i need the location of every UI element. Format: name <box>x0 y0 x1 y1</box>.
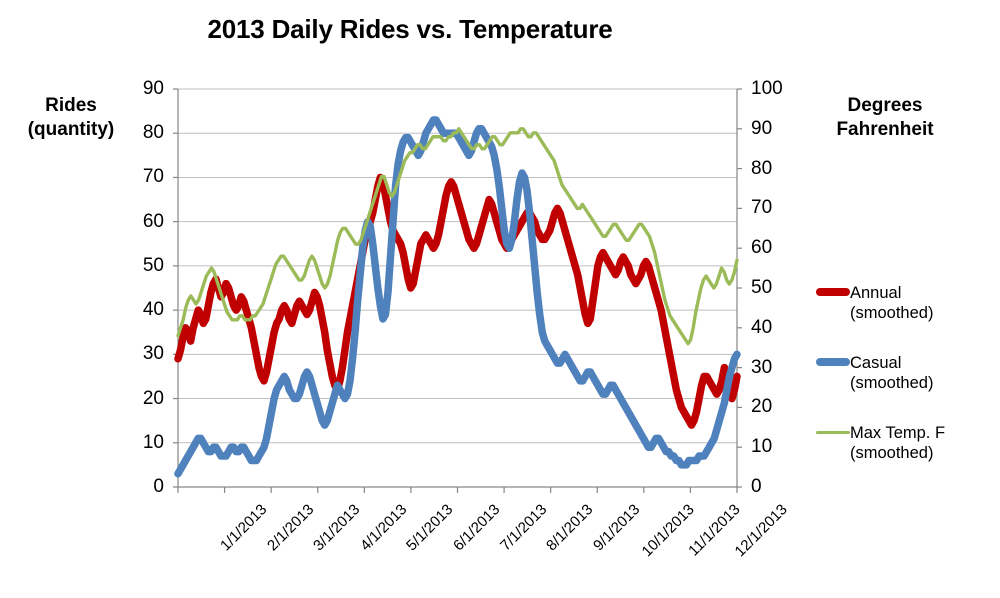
left-axis-tick-label: 90 <box>142 78 164 99</box>
left-axis-title: Rides (quantity) <box>6 94 136 142</box>
legend-item-2[interactable]: Casual (smoothed) <box>850 353 933 393</box>
right-axis-tick-label: 30 <box>751 356 773 378</box>
right-axis-tick-label: 40 <box>751 316 773 338</box>
left-axis-tick-label: 80 <box>142 122 164 144</box>
legend-swatch-1 <box>816 288 850 296</box>
left-axis-tick-label: 50 <box>142 254 164 276</box>
right-axis-tick-label: 60 <box>751 237 773 259</box>
legend-swatch-3 <box>816 430 850 434</box>
right-axis-title-line1: Degrees <box>847 95 923 116</box>
left-axis-title-line2: (quantity) <box>27 118 115 140</box>
right-axis-tick-label: 10 <box>751 436 773 458</box>
left-axis-tick-label: 20 <box>142 387 164 409</box>
left-axis-tick-label: 70 <box>142 166 164 188</box>
left-axis-tick-label: 10 <box>142 431 164 453</box>
left-axis-tick-label: 60 <box>142 210 164 232</box>
right-axis-tick-label: 0 <box>751 476 762 497</box>
legend-label-line2: (smoothed) <box>850 374 934 393</box>
left-axis-tick-label: 0 <box>153 476 164 497</box>
legend-item-1[interactable]: Annual (smoothed) <box>850 283 933 323</box>
legend-label-line2: (smoothed) <box>850 444 934 463</box>
series-line-2 <box>174 116 741 478</box>
left-axis-tick-label: 30 <box>142 343 164 365</box>
legend-swatch-2 <box>816 358 850 366</box>
right-axis-title: Degrees Fahrenheit <box>800 94 970 142</box>
right-axis-tick-label: 100 <box>751 78 783 99</box>
legend-item-3[interactable]: Max Temp. F (smoothed) <box>850 423 945 463</box>
chart-title: 2013 Daily Rides vs. Temperature <box>207 14 613 44</box>
right-axis-tick-label: 90 <box>751 117 773 139</box>
right-axis-title-line2: Fahrenheit <box>836 118 934 140</box>
right-axis-tick-label: 50 <box>751 277 773 298</box>
legend-label-line1: Annual <box>850 284 902 302</box>
series-line-1 <box>174 173 741 429</box>
left-axis-title-line1: Rides <box>45 95 97 116</box>
legend-label-line1: Max Temp. F <box>850 424 946 442</box>
legend-label-line2: (smoothed) <box>850 304 934 323</box>
left-axis-tick-label: 40 <box>142 299 164 321</box>
right-axis-tick-label: 70 <box>751 197 773 219</box>
series-line-3 <box>176 127 739 346</box>
right-axis-tick-label: 20 <box>751 396 773 418</box>
legend-label-line1: Casual <box>850 354 902 372</box>
right-axis-tick-label: 80 <box>751 157 773 179</box>
